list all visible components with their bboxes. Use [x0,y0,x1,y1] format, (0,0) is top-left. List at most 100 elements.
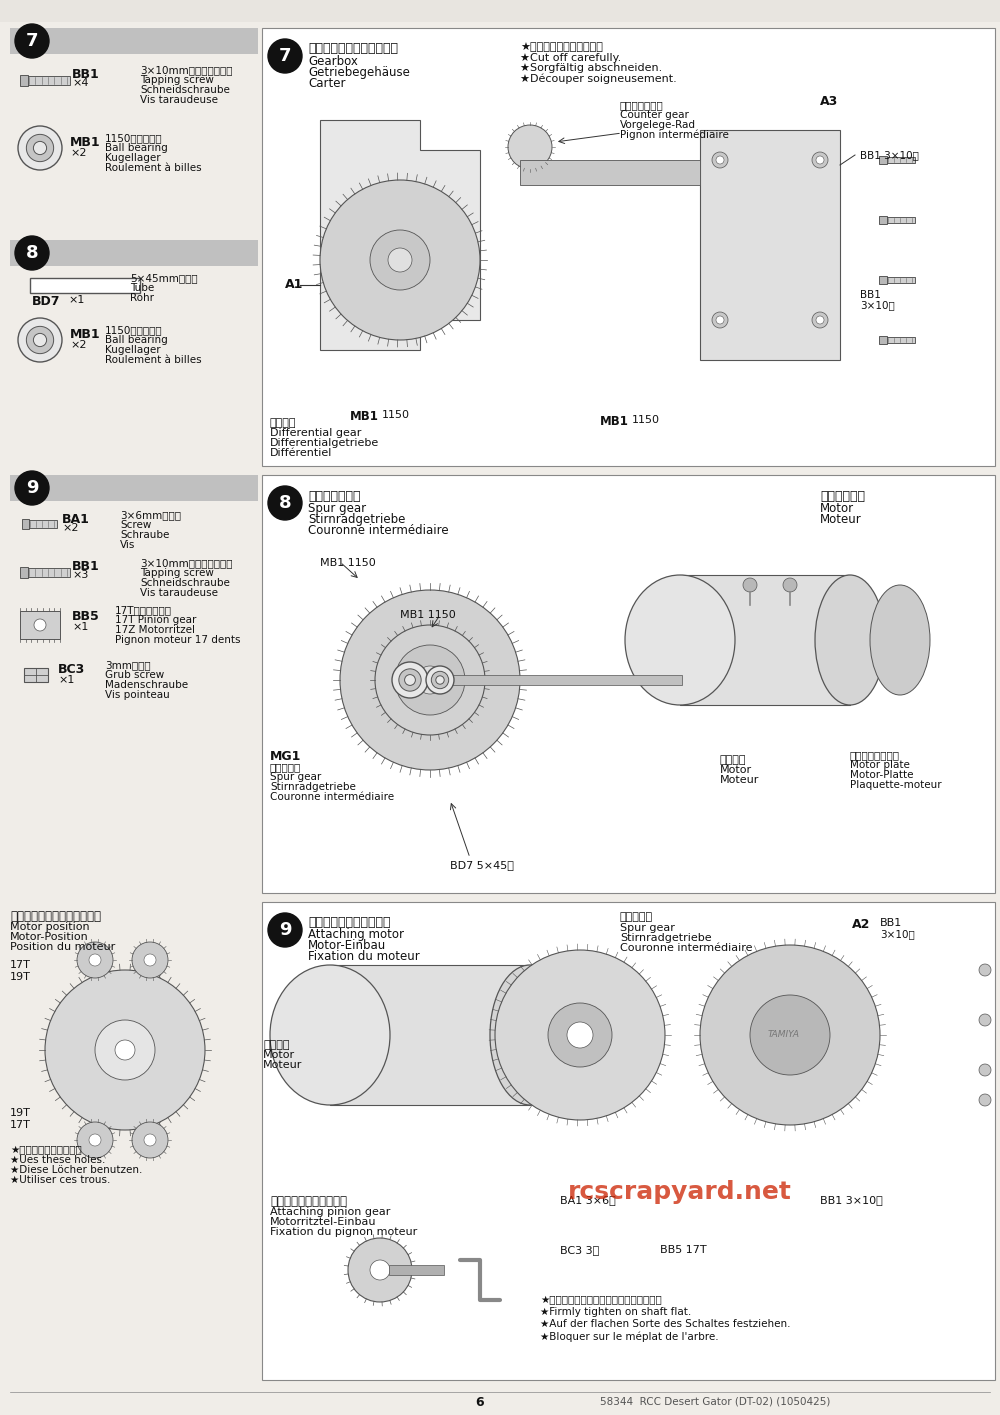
Text: Motor plate: Motor plate [850,760,910,770]
Text: 8: 8 [26,243,38,262]
Circle shape [416,666,444,693]
Bar [262,475,995,893]
Text: Motor-Einbau: Motor-Einbau [308,940,386,952]
Text: 7: 7 [279,47,291,65]
Text: Tapping screw: Tapping screw [140,75,214,85]
Text: Plaquette-moteur: Plaquette-moteur [850,780,942,790]
Circle shape [268,913,302,947]
Text: 1150ベアリング: 1150ベアリング [105,133,163,143]
Circle shape [392,662,428,698]
Text: Motor: Motor [720,766,752,775]
Circle shape [816,316,824,324]
Text: ×2: ×2 [62,524,78,533]
Bar [24,668,48,682]
Text: 《スパーギヤ》: 《スパーギヤ》 [308,490,360,502]
Circle shape [436,676,444,685]
Circle shape [89,954,101,966]
Circle shape [979,1094,991,1107]
Circle shape [370,1259,390,1281]
Text: Motor-Position: Motor-Position [10,932,89,942]
Text: Schraube: Schraube [120,531,169,541]
Circle shape [712,151,728,168]
Text: Motor: Motor [263,1050,295,1060]
Bar [879,335,887,344]
Circle shape [395,645,465,715]
Text: Stirnradgetriebe: Stirnradgetriebe [308,514,405,526]
Circle shape [144,954,156,966]
Text: Pignon intermédiaire: Pignon intermédiaire [620,130,729,140]
Bar [27,519,57,528]
Text: BB1: BB1 [72,560,100,573]
Text: MB1: MB1 [70,328,101,341]
Ellipse shape [625,574,735,705]
Text: Ball bearing: Ball bearing [105,143,168,153]
Circle shape [750,995,830,1075]
Text: Schneidschraube: Schneidschraube [140,577,230,589]
Ellipse shape [270,965,390,1105]
Circle shape [26,134,54,161]
Text: BB1: BB1 [72,68,100,81]
Text: 17T: 17T [10,1121,31,1131]
Circle shape [431,671,449,689]
Text: 《モーターの取り付け位置》: 《モーターの取り付け位置》 [10,910,101,923]
Text: Attaching motor: Attaching motor [308,928,404,941]
Bar [389,1265,444,1275]
Text: 7: 7 [26,33,38,50]
Text: BB5 17T: BB5 17T [660,1245,707,1255]
Text: MB1: MB1 [600,415,629,427]
Text: Vis pointeau: Vis pointeau [105,691,170,700]
Text: Motorritztel-Einbau: Motorritztel-Einbau [270,1217,376,1227]
Ellipse shape [870,584,930,695]
Bar [0,0,1000,23]
Text: ★Découper soigneusement.: ★Découper soigneusement. [520,74,677,83]
Ellipse shape [815,574,885,705]
Text: Vorgelege-Rad: Vorgelege-Rad [620,120,696,130]
Text: A3: A3 [820,95,838,108]
Circle shape [18,318,62,362]
Text: ★この穴を使用します。: ★この穴を使用します。 [10,1145,82,1155]
Text: BD7: BD7 [32,294,60,308]
Circle shape [144,1133,156,1146]
Text: BC3 3㎜: BC3 3㎜ [560,1245,599,1255]
Text: Couronne intermédiaire: Couronne intermédiaire [270,792,394,802]
Bar [520,160,700,185]
Circle shape [716,316,724,324]
Text: Stirnradgetriebe: Stirnradgetriebe [270,782,356,792]
Text: 17Tピニオンギヤ: 17Tピニオンギヤ [115,606,172,616]
Circle shape [320,180,480,340]
Text: Différentiel: Différentiel [270,449,332,458]
Text: 19T: 19T [10,972,31,982]
Text: Spur gear: Spur gear [308,502,366,515]
Text: Position du moteur: Position du moteur [10,942,115,952]
Text: Roulement à billes: Roulement à billes [105,163,202,173]
Text: ×1: ×1 [68,294,84,306]
Circle shape [132,1122,168,1157]
Bar [30,277,140,293]
Text: MG1: MG1 [270,750,301,763]
Text: デフギヤ: デフギヤ [270,417,296,427]
Bar [22,519,29,529]
Text: モーター: モーター [720,756,746,766]
Text: ★きれいに切り取ります。: ★きれいに切り取ります。 [520,42,603,52]
Text: 3mm芋ネジ: 3mm芋ネジ [105,659,151,669]
Circle shape [375,625,485,734]
Text: カウンターギヤ: カウンターギヤ [620,100,664,110]
Bar [20,611,60,640]
Text: 3×10㎜: 3×10㎜ [880,930,915,940]
Circle shape [712,311,728,328]
Text: ×4: ×4 [72,78,88,88]
Text: ×3: ×3 [72,570,88,580]
Circle shape [399,669,421,691]
Text: BB1: BB1 [880,918,902,928]
Text: 《ギヤケースの組み立て》: 《ギヤケースの組み立て》 [308,42,398,55]
Bar [879,276,887,284]
Text: Tapping screw: Tapping screw [140,567,214,577]
Ellipse shape [490,965,570,1105]
Bar [10,475,258,501]
Text: BD7 5×45㎜: BD7 5×45㎜ [450,860,514,870]
Bar [20,75,28,85]
Bar [879,216,887,224]
Circle shape [567,1022,593,1049]
Text: ×2: ×2 [70,149,87,158]
Text: Fixation du moteur: Fixation du moteur [308,949,420,964]
